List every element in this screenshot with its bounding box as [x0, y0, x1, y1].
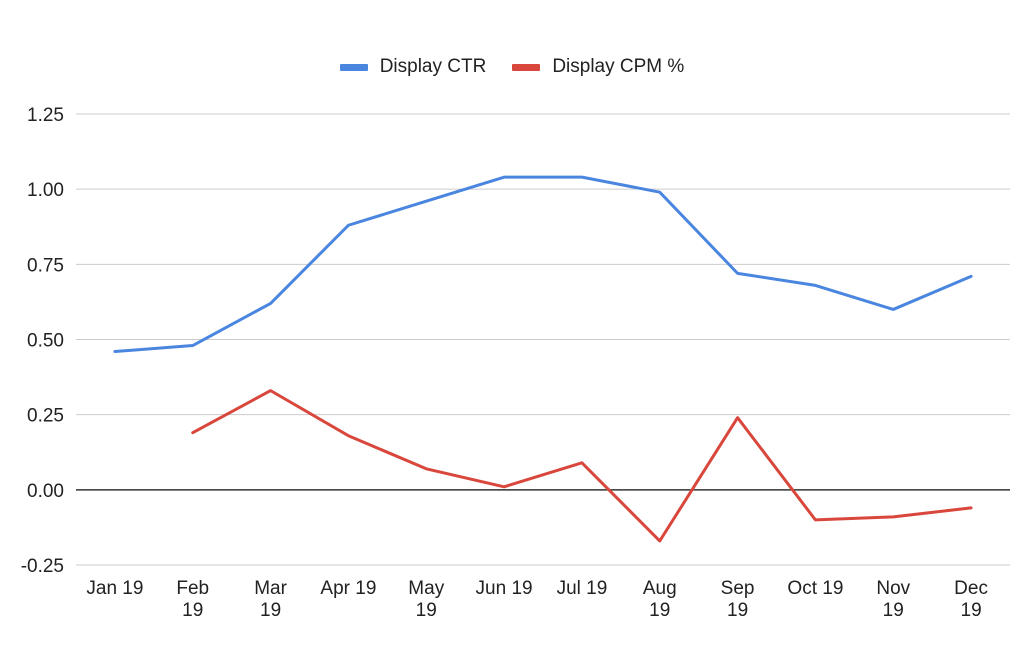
chart-legend: Display CTR Display CPM % [0, 56, 1024, 78]
series-lines [113, 175, 973, 543]
y-tick-label: 0.50 [27, 331, 64, 352]
x-tick-label: Apr 19 [320, 578, 376, 599]
x-tick-label: Aug 19 [643, 578, 677, 621]
legend-item-display-ctr[interactable]: Display CTR [339, 56, 487, 78]
y-tick-label: 0.75 [27, 255, 64, 276]
legend-swatch-display-ctr [339, 63, 368, 71]
y-tick-label: 0.25 [27, 406, 64, 427]
x-tick-label: Mar 19 [254, 578, 287, 621]
y-tick-label: 1.25 [27, 105, 64, 126]
series-line-display-ctr[interactable] [113, 175, 973, 354]
x-tick-label: Feb 19 [176, 578, 209, 621]
x-tick-label: Oct 19 [787, 578, 843, 599]
x-tick-label: Jan 19 [86, 578, 143, 599]
x-tick-label: May 19 [408, 578, 444, 621]
x-axis-ticks: Jan 19 Feb 19 Mar 19 Apr 19 May 19 Jun 19 Jul 19 A… [86, 578, 988, 621]
y-tick-label: 0.00 [27, 481, 64, 502]
y-tick-label: -0.25 [21, 556, 64, 577]
x-tick-label: Jul 19 [557, 578, 608, 599]
series-line-display-cpm[interactable] [191, 389, 973, 543]
legend-label-display-cpm: Display CPM % [552, 56, 685, 77]
legend-item-display-cpm[interactable]: Display CPM % [512, 56, 684, 78]
legend-label-display-ctr: Display CTR [379, 56, 487, 77]
gridlines [76, 113, 1010, 566]
x-tick-label: Nov 19 [876, 578, 910, 621]
x-tick-label: Dec 19 [954, 578, 988, 621]
legend-swatch-display-cpm [512, 63, 541, 71]
y-axis-ticks: 1.25 1.00 0.75 0.50 0.25 0.00 -0.25 [21, 105, 64, 577]
x-tick-label: Jun 19 [476, 578, 533, 599]
y-tick-label: 1.00 [27, 180, 64, 201]
x-tick-label: Sep 19 [721, 578, 755, 621]
